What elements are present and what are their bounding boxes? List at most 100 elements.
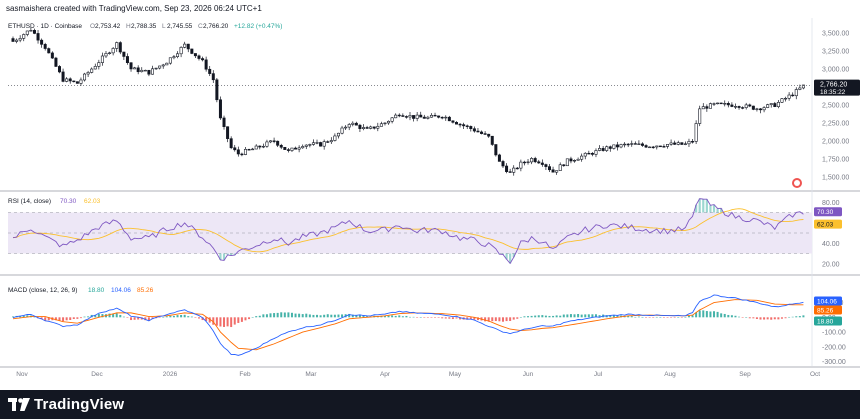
price-pane: 3,500.003,250.003,000.002,750.002,500.00… (8, 27, 860, 188)
candle-body (412, 115, 416, 119)
macd-histogram-bar (591, 314, 594, 318)
candle-body (304, 144, 308, 147)
candle-body (108, 52, 112, 54)
candle-body (726, 103, 730, 106)
candle-body (723, 103, 727, 105)
candle-body (540, 162, 544, 165)
rsi-ma-value-tag (814, 219, 842, 229)
macd-histogram-bar (212, 317, 215, 325)
macd-histogram-bar (341, 314, 344, 318)
time-tick-label: Jun (523, 371, 534, 378)
candle-body (401, 115, 405, 117)
candle-body (612, 144, 616, 149)
candle-body (161, 64, 165, 67)
candle-body (676, 142, 680, 145)
macd-histogram-bar (745, 317, 748, 318)
price-tick-label: 2,250.00 (822, 120, 849, 127)
macd-histogram-bar (205, 317, 208, 321)
macd-histogram-bar (94, 314, 97, 318)
candle-body (354, 122, 358, 126)
candle-body (615, 144, 619, 148)
macd-histogram-bar (215, 317, 218, 326)
macd-histogram-bar (784, 317, 787, 319)
candle-body (472, 128, 476, 132)
candle-body (319, 142, 323, 147)
macd-histogram-bar (673, 317, 676, 318)
earnings-event-icon-inner (794, 180, 800, 186)
macd-histogram-bar (759, 317, 762, 320)
macd-histogram-bar (648, 317, 651, 318)
candle-body (519, 161, 523, 169)
candle-body (719, 102, 723, 105)
candle-body (587, 152, 591, 155)
macd-histogram-bar (684, 317, 687, 318)
macd-histogram-bar (258, 315, 261, 318)
candle-body (118, 42, 122, 53)
macd-histogram-bar (437, 317, 440, 318)
candle-body (240, 153, 244, 156)
candle-body (115, 42, 119, 49)
macd-histogram-bar (308, 314, 311, 318)
candle-body (290, 147, 294, 151)
candle-body (762, 107, 766, 111)
price-tick-label: 2,500.00 (822, 102, 849, 109)
candle-body (18, 38, 22, 41)
candle-body (651, 146, 655, 149)
macd-histogram-bar (312, 314, 315, 318)
macd-histogram-bar (487, 317, 490, 322)
macd-histogram-bar (670, 317, 673, 318)
macd-histogram-bar (165, 316, 168, 318)
macd-histogram-bar (509, 317, 512, 321)
macd-histogram-bar (655, 316, 658, 318)
candle-body (555, 170, 559, 173)
time-tick-label: Aug (664, 371, 676, 378)
macd-histogram-bar (248, 317, 251, 320)
macd-tick-label: -200.00 (822, 344, 846, 351)
macd-line (12, 294, 804, 356)
macd-histogram-bar (330, 314, 333, 318)
candle-body (712, 103, 716, 105)
candle-body (147, 69, 151, 75)
candle-body (122, 51, 126, 57)
candle-body (744, 104, 748, 108)
candle-body (590, 152, 594, 155)
macd-histogram-bar (401, 316, 404, 318)
candle-body (315, 142, 319, 144)
macd-histogram-bar (180, 314, 183, 318)
macd-histogram-bar (162, 317, 165, 318)
candle-body (769, 103, 773, 105)
candle-body (197, 55, 201, 59)
macd-histogram-bar (398, 315, 401, 318)
candle-body (376, 126, 380, 129)
macd-histogram-bar (416, 317, 419, 318)
rsi-tick-label: 40.00 (822, 241, 840, 248)
candle-body (358, 124, 362, 129)
macd-histogram-bar (741, 317, 744, 318)
macd-histogram-bar (537, 315, 540, 318)
macd-histogram-bar (122, 316, 125, 318)
macd-histogram-bar (623, 316, 626, 318)
candle-body (204, 59, 208, 70)
candle-body (186, 43, 190, 50)
candle-body (265, 141, 269, 147)
rsi-tick-label: 20.00 (822, 261, 840, 268)
macd-legend-name: MACD (close, 12, 26, 9) (8, 287, 77, 294)
macd-histogram-bar (97, 313, 100, 318)
macd-histogram-bar (169, 315, 172, 318)
macd-histogram-bar (87, 316, 90, 318)
ohlc-value: 2,788.35 (131, 23, 157, 30)
candle-body (47, 48, 51, 54)
candle-body (297, 147, 301, 150)
macd-histogram-bar (133, 317, 136, 320)
chart-canvas[interactable]: 3,500.003,250.003,000.002,750.002,500.00… (0, 0, 860, 390)
macd-histogram-bar (705, 311, 708, 318)
candle-body (658, 145, 662, 148)
macd-histogram-bar (280, 312, 283, 318)
macd-histogram-bar (802, 315, 805, 318)
candle-body (168, 57, 172, 64)
macd-histogram-bar (612, 315, 615, 318)
candle-body (458, 123, 462, 126)
macd-histogram-bar (573, 314, 576, 318)
ohlc-key: O (90, 23, 95, 30)
candle-body (544, 164, 548, 167)
